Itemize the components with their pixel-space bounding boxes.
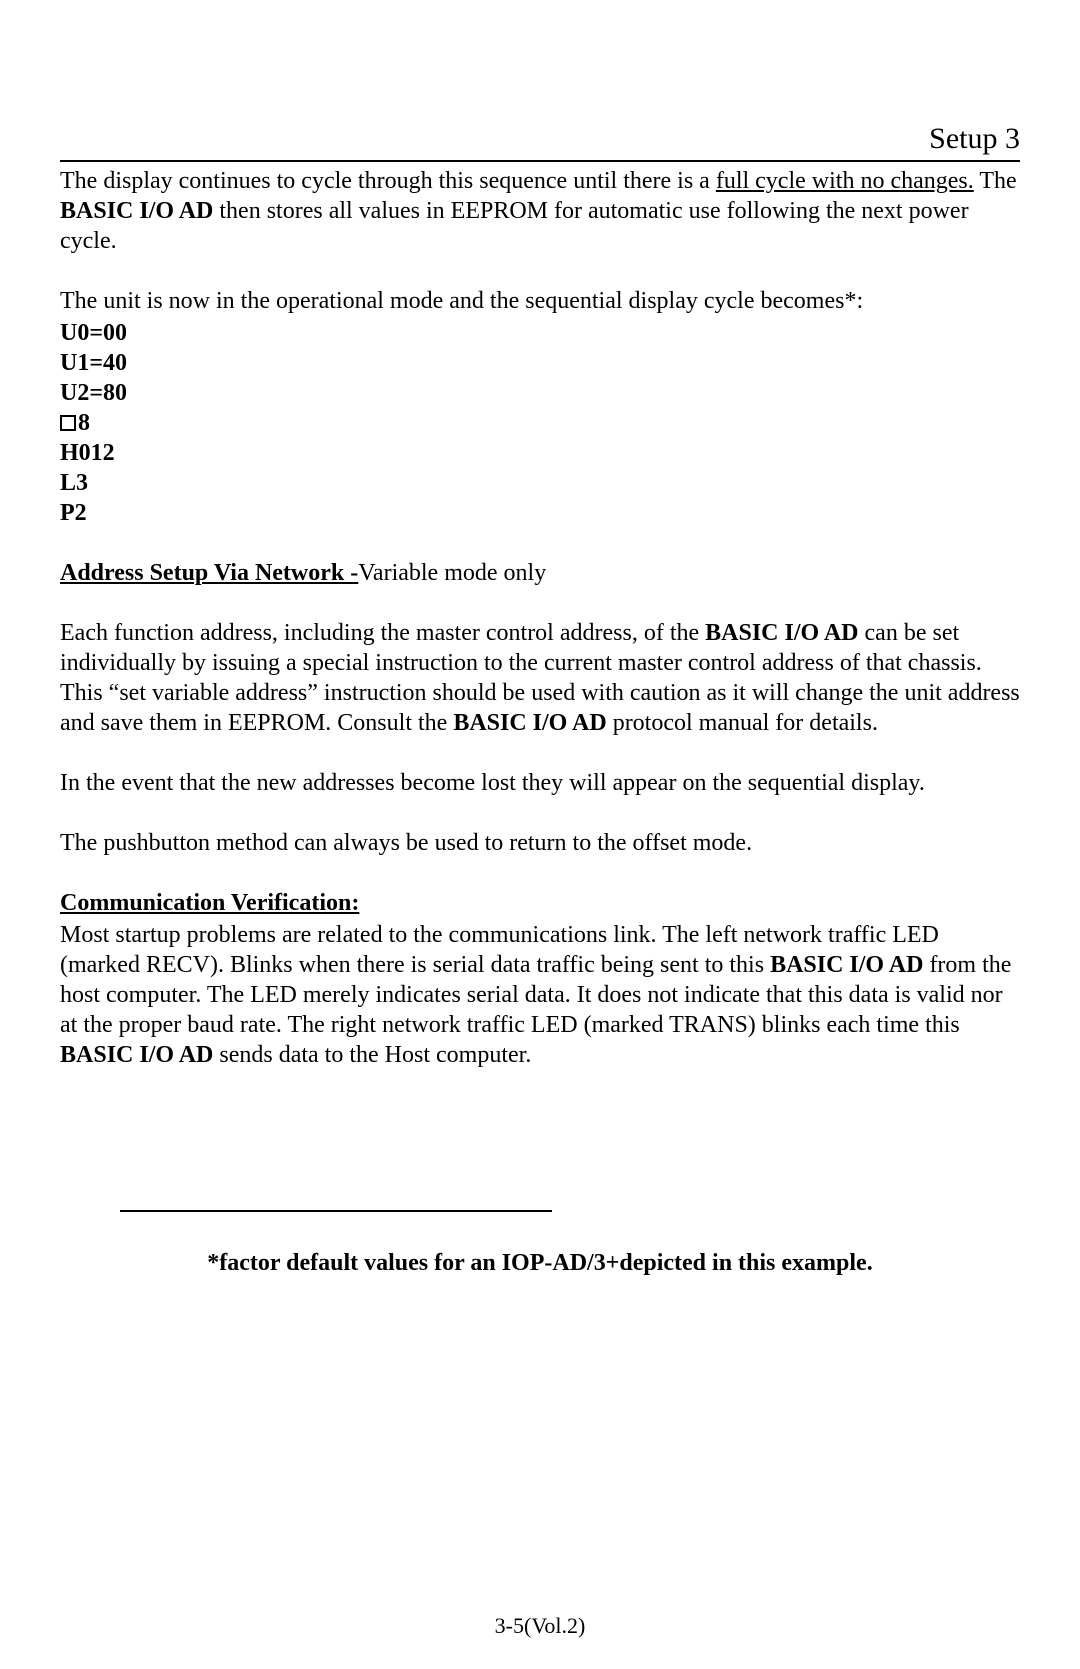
address-setup-p3: The pushbutton method can always be used… — [60, 828, 1020, 858]
operational-line: The unit is now in the operational mode … — [60, 286, 1020, 316]
comm-heading-line: Communication Verification: — [60, 888, 1020, 918]
seq-p: P2 — [60, 498, 1020, 528]
comm-post: sends data to the Host computer. — [213, 1042, 531, 1068]
page-number: 3-5(Vol.2) — [0, 1612, 1080, 1640]
section-header: Setup 3 — [60, 120, 1020, 158]
address-setup-suffix: Variable mode only — [358, 560, 546, 586]
seq-l: L3 — [60, 468, 1020, 498]
as-p1-post: protocol manual for details. — [607, 710, 878, 736]
seq-u1: U1=40 — [60, 348, 1020, 378]
square-icon — [60, 415, 76, 431]
seq-square-row: 8 — [60, 408, 1020, 438]
intro-underlined: full cycle with no changes. — [716, 168, 974, 194]
as-p1-bold2: BASIC I/O AD — [453, 710, 606, 736]
footnote-separator — [120, 1210, 552, 1212]
seq-sq: 8 — [78, 410, 90, 436]
seq-u2: U2=80 — [60, 378, 1020, 408]
page: Setup 3 The display continues to cycle t… — [0, 0, 1080, 1669]
intro-bold: BASIC I/O AD — [60, 198, 213, 224]
header-rule — [60, 160, 1020, 162]
address-setup-p1: Each function address, including the mas… — [60, 618, 1020, 738]
address-setup-heading: Address Setup Via Network - — [60, 560, 358, 586]
address-setup-heading-line: Address Setup Via Network -Variable mode… — [60, 558, 1020, 588]
address-setup-p2: In the event that the new addresses beco… — [60, 768, 1020, 798]
seq-h: H012 — [60, 438, 1020, 468]
seq-u0: U0=00 — [60, 318, 1020, 348]
comm-paragraph: Most startup problems are related to the… — [60, 920, 1020, 1070]
footnote-text: *factor default values for an IOP-AD/3+d… — [60, 1248, 1020, 1278]
as-p1-bold1: BASIC I/O AD — [705, 620, 858, 646]
sequence-list: U0=00 U1=40 U2=80 8 H012 L3 P2 — [60, 318, 1020, 528]
intro-pre: The display continues to cycle through t… — [60, 168, 716, 194]
as-p1-pre: Each function address, including the mas… — [60, 620, 705, 646]
intro-paragraph: The display continues to cycle through t… — [60, 166, 1020, 256]
comm-bold2: BASIC I/O AD — [60, 1042, 213, 1068]
comm-heading: Communication Verification: — [60, 890, 359, 916]
comm-bold1: BASIC I/O AD — [770, 952, 923, 978]
intro-mid: The — [974, 168, 1017, 194]
